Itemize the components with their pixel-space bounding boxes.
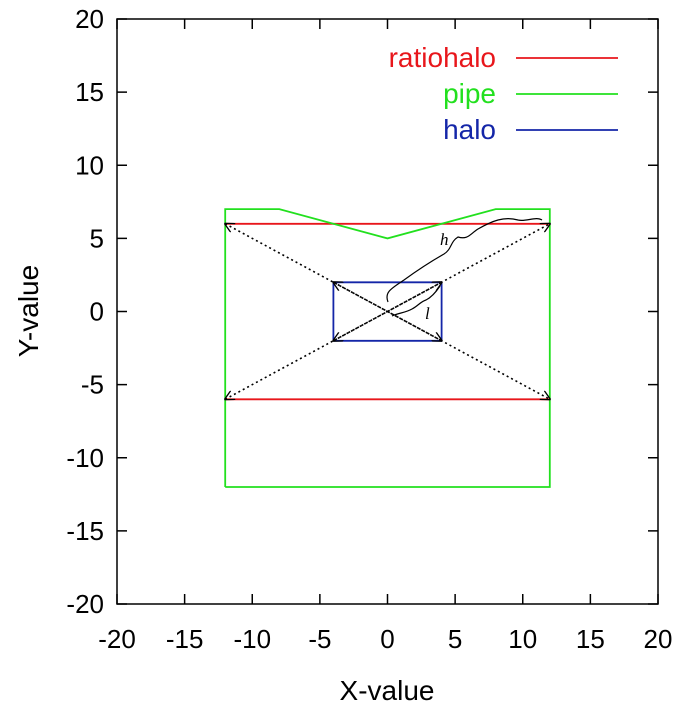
y-tick-label: 5: [90, 223, 104, 253]
legend-label-halo: halo: [443, 114, 496, 145]
x-tick-label: 0: [380, 624, 394, 654]
double-arrow: [333, 282, 441, 341]
x-tick-label: -15: [166, 624, 204, 654]
x-tick-label: 20: [644, 624, 673, 654]
x-tick-label: 10: [508, 624, 537, 654]
x-tick-label: -10: [233, 624, 271, 654]
x-tick-label: 5: [448, 624, 462, 654]
legend-label-ratiohalo: ratiohalo: [389, 42, 496, 73]
y-tick-label: 10: [75, 150, 104, 180]
y-tick-label: 0: [90, 297, 104, 327]
x-axis-label: X-value: [340, 675, 435, 706]
double-arrow: [225, 224, 550, 400]
x-tick-label: 15: [576, 624, 605, 654]
y-axis-label: Y-value: [13, 265, 44, 357]
y-tick-label: -10: [66, 443, 104, 473]
h-label: h: [440, 230, 449, 249]
x-tick-label: -20: [98, 624, 136, 654]
y-tick-label: -5: [81, 370, 104, 400]
y-tick-label: -20: [66, 589, 104, 619]
h-brace: h: [386, 217, 543, 303]
x-tick-label: -5: [308, 624, 331, 654]
l-label: l: [425, 304, 430, 323]
y-tick-label: 20: [75, 4, 104, 34]
l-brace: l: [391, 285, 441, 323]
y-tick-label: -15: [66, 516, 104, 546]
legend-label-pipe: pipe: [443, 78, 496, 109]
y-tick-label: 15: [75, 77, 104, 107]
